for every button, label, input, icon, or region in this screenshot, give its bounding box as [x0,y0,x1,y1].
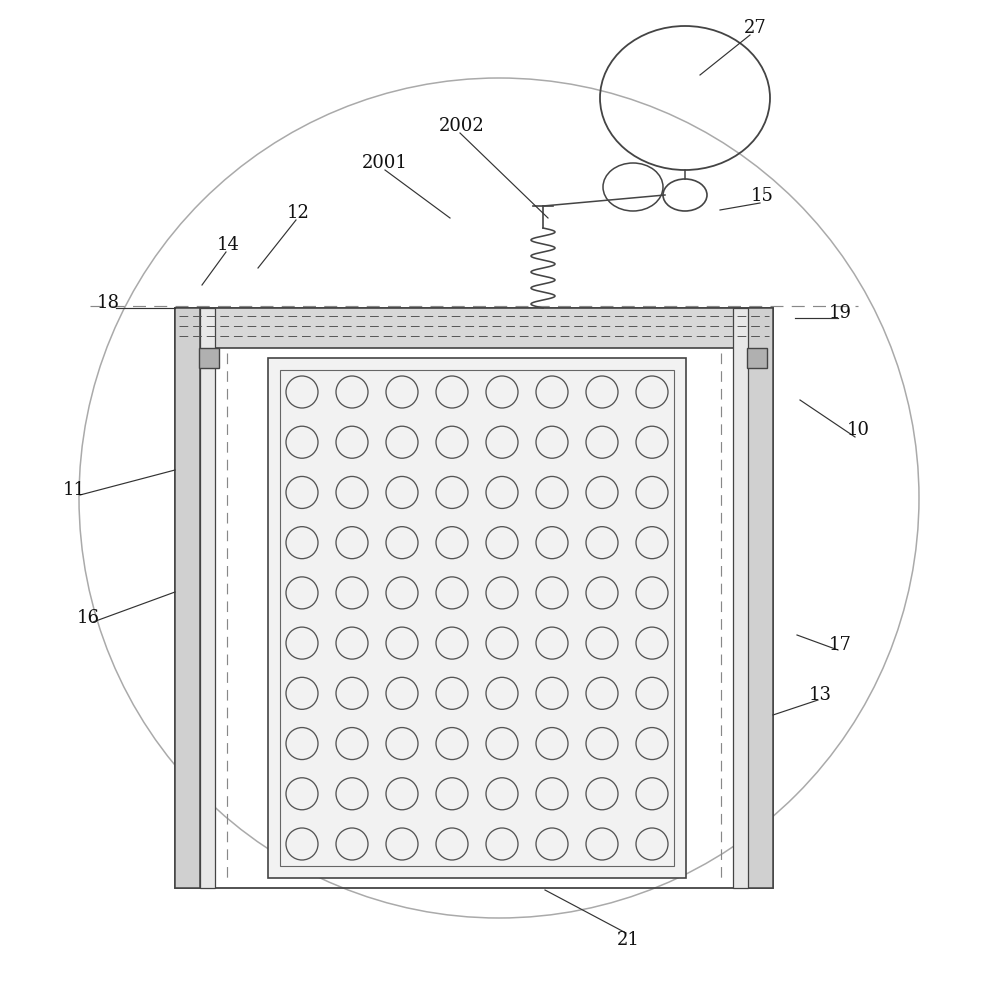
Text: 18: 18 [97,294,120,312]
Text: 15: 15 [750,187,773,205]
Text: 2001: 2001 [362,154,408,172]
Bar [268,358,686,878]
Text: 27: 27 [744,19,766,37]
Text: 11: 11 [63,481,86,499]
Bar [175,308,773,348]
Bar [175,308,200,888]
Bar [733,308,748,888]
Bar [200,308,215,888]
Text: 19: 19 [828,304,851,322]
Text: 14: 14 [217,236,240,254]
Text: 12: 12 [286,204,309,222]
Bar [175,308,773,888]
Bar [199,348,219,368]
Bar [748,308,773,888]
Text: 17: 17 [828,636,851,654]
Bar [280,370,674,866]
Text: 16: 16 [77,609,100,627]
Text: 13: 13 [808,686,831,704]
Text: 10: 10 [846,421,869,439]
Bar [747,348,767,368]
Text: 21: 21 [617,931,640,949]
Text: 2002: 2002 [439,117,485,135]
